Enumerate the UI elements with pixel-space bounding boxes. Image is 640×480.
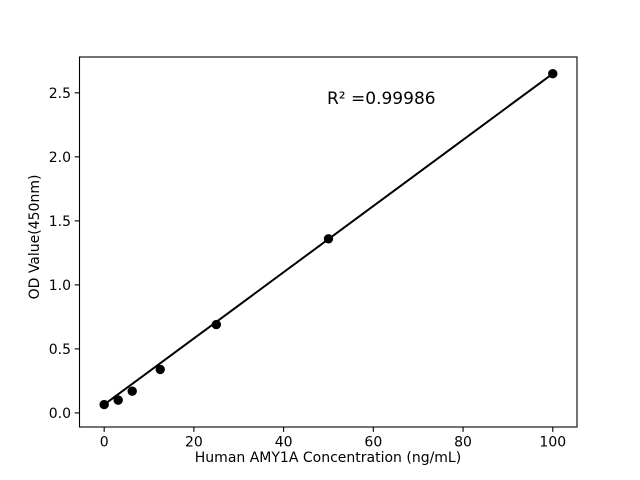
x-tick-label: 80	[454, 435, 472, 451]
data-point	[99, 399, 109, 410]
y-tick-label: 0.5	[49, 342, 71, 358]
x-axis-label: Human AMY1A Concentration (ng/mL)	[194, 450, 462, 466]
y-tick-label: 2.5	[49, 86, 71, 102]
data-point	[211, 319, 222, 330]
y-tick-label: 1.5	[49, 214, 71, 230]
data-point	[155, 364, 165, 375]
x-tick-label: 0	[100, 435, 109, 451]
x-tick-label: 40	[275, 435, 293, 451]
y-tick-label: 2.0	[49, 150, 71, 166]
y-tick-label: 1.0	[49, 278, 71, 294]
x-tick-label: 20	[185, 435, 203, 451]
x-tick-label: 60	[364, 435, 382, 451]
data-point	[548, 68, 558, 79]
data-point	[113, 395, 123, 405]
data-point	[323, 234, 334, 244]
plot-frame	[78, 56, 578, 428]
r-squared-annotation: R² =0.99986	[327, 89, 436, 109]
data-point	[127, 386, 137, 396]
y-tick-label: 0.0	[49, 406, 71, 422]
y-axis-label: OD Value(450nm)	[27, 174, 43, 300]
x-tick-label: 100	[539, 435, 566, 451]
